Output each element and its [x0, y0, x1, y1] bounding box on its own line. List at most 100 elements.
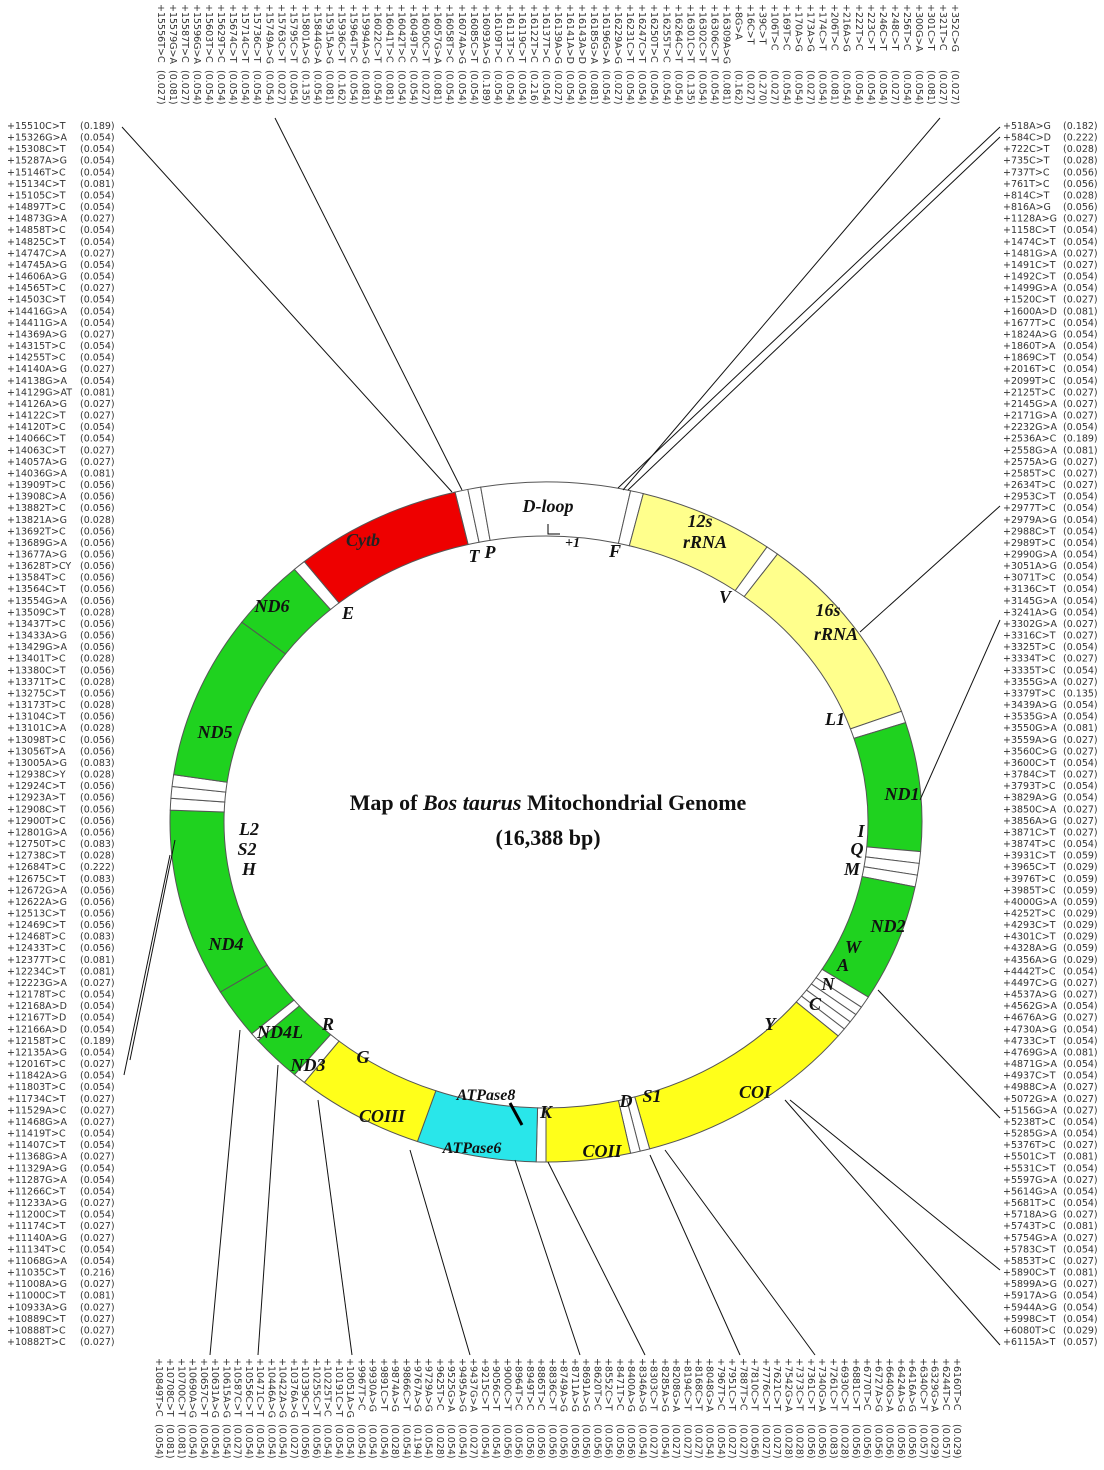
variant-id: +2558G>A — [1003, 445, 1057, 456]
variant-frequency: (0.054) — [1063, 839, 1098, 850]
variant-id: +15326G>A — [7, 133, 68, 144]
variant-frequency: (0.054) — [80, 1024, 115, 1035]
variant-id: +3316C>T — [1003, 631, 1056, 642]
trna-label: L1 — [824, 709, 845, 729]
variant-id: +3136C>T — [1003, 584, 1056, 595]
variant-id: +8471T>C — [614, 1358, 625, 1411]
variant-frequency: (0.189) — [1063, 434, 1098, 445]
variant-id: +14416G>A — [7, 306, 68, 317]
variant-id: +3985T>C — [1003, 885, 1056, 896]
variant-id: +10556C>T — [243, 1358, 254, 1417]
variant-id: +16250T>C — [648, 4, 659, 63]
variant-frequency: (0.081) — [175, 1424, 186, 1459]
variant-id: +11200C>T — [7, 1210, 66, 1221]
variant-id: +11468G>A — [7, 1117, 68, 1128]
variant-frequency: (0.054) — [1063, 225, 1098, 236]
variant-frequency: (0.027) — [744, 70, 755, 105]
variant-id: +10849T>C — [153, 1358, 164, 1417]
variant-id: +3931C>T — [1003, 851, 1056, 862]
variant-id: +16301C>T — [684, 4, 695, 63]
variant-frequency: (0.054) — [80, 1244, 115, 1255]
gene-label: rRNA — [683, 532, 727, 552]
trna-label: L2 — [238, 819, 259, 839]
variant-id: +16139A>G — [552, 4, 563, 64]
variant-frequency: (0.054) — [311, 70, 322, 105]
variant-id: +3560C>G — [1003, 746, 1057, 757]
variant-frequency: (0.081) — [167, 70, 178, 105]
variant-id: +16309A>G — [720, 4, 731, 64]
variant-id: +14063C>T — [7, 445, 66, 456]
variant-frequency: (0.056) — [850, 1424, 861, 1459]
leader-line — [790, 1100, 1000, 1270]
variant-id: +16C>T — [744, 4, 755, 45]
variant-frequency: (0.027) — [1063, 827, 1098, 838]
variant-frequency: (0.029) — [1063, 920, 1098, 931]
variant-id: +6416A>G — [906, 1358, 917, 1412]
variant-frequency: (0.056) — [80, 526, 115, 537]
variant-frequency: (0.054) — [1063, 1163, 1098, 1174]
variant-frequency: (0.054) — [1063, 272, 1098, 283]
variant-id: +722C>T — [1003, 144, 1050, 155]
variant-frequency: (0.054) — [80, 295, 115, 306]
variant-id: +16049T>C — [408, 4, 419, 63]
gene-label: ATPase8 — [456, 1087, 516, 1104]
variant-frequency: (0.054) — [715, 1424, 726, 1459]
variant-id: +10888T>C — [7, 1325, 66, 1336]
variant-frequency: (0.054) — [704, 1424, 715, 1459]
variant-frequency: (0.027) — [80, 1337, 115, 1348]
variant-frequency: (0.027) — [80, 364, 115, 375]
variant-id: +10051A>G — [344, 1358, 355, 1418]
variant-id: +11842A>G — [7, 1071, 67, 1082]
variant-frequency: (0.028) — [434, 1424, 445, 1459]
variant-frequency: (0.081) — [164, 1424, 175, 1459]
variant-id: +14747C>A — [7, 248, 67, 259]
variant-id: +1520C>T — [1003, 295, 1056, 306]
variant-id: +14120T>C — [7, 422, 66, 433]
variant-id: +4537A>G — [1003, 990, 1057, 1001]
variant-frequency: (0.054) — [1063, 1059, 1098, 1070]
variant-frequency: (0.056) — [80, 920, 115, 931]
variant-id: +15994A>G — [360, 4, 371, 64]
variant-id: +169T>C — [781, 4, 792, 51]
gene-label: 12s — [687, 511, 712, 531]
variant-frequency: (0.027) — [1063, 1279, 1098, 1290]
variant-id: +9874A>G — [389, 1358, 400, 1412]
variant-id: +584C>D — [1003, 133, 1051, 144]
variant-frequency: (0.054) — [243, 1424, 254, 1459]
variant-frequency: (0.056) — [80, 712, 115, 723]
variant-frequency: (0.027) — [1063, 1233, 1098, 1244]
variant-id: +16255T>C — [660, 4, 671, 63]
variant-frequency: (0.056) — [805, 1424, 816, 1459]
variant-frequency: (0.054) — [516, 70, 527, 105]
variant-id: +13677A>G — [7, 549, 67, 560]
variant-frequency: (0.056) — [299, 1424, 310, 1459]
variant-frequency: (0.081) — [1063, 306, 1098, 317]
variant-id: +1824A>G — [1003, 329, 1057, 340]
variant-frequency: (0.028) — [80, 851, 115, 862]
variant-frequency: (0.027) — [760, 1424, 771, 1459]
variant-frequency: (0.056) — [80, 897, 115, 908]
variant-frequency: (0.054) — [600, 70, 611, 105]
variant-frequency: (0.054) — [1063, 607, 1098, 618]
variant-frequency: (0.054) — [1063, 966, 1098, 977]
variant-frequency: (0.054) — [1063, 1117, 1098, 1128]
variant-id: +3051A>G — [1003, 561, 1057, 572]
variant-frequency: (0.054) — [372, 70, 383, 105]
variant-id: +5743T>C — [1003, 1221, 1056, 1232]
variant-frequency: (0.054) — [80, 341, 115, 352]
trna-label: D — [619, 1091, 633, 1111]
variant-id: +8346A>G — [636, 1358, 647, 1412]
variant-id: +13882T>C — [7, 503, 66, 514]
leader-line — [258, 1065, 278, 1355]
variant-id: +4356A>G — [1003, 955, 1057, 966]
variant-frequency: (0.028) — [80, 515, 115, 526]
variant-id: +14138G>A — [7, 376, 68, 387]
variant-id: +7373C>T — [794, 1358, 805, 1411]
variant-frequency: (0.054) — [251, 70, 262, 105]
variant-id: +8836C>T — [546, 1358, 557, 1411]
variant-id: +15674C>T — [227, 4, 238, 63]
variant-id: +16109T>C — [492, 4, 503, 63]
variant-frequency: (0.081) — [80, 468, 115, 479]
variant-id: +8711A>G — [569, 1358, 580, 1412]
variant-id: +4769G>A — [1003, 1047, 1057, 1058]
